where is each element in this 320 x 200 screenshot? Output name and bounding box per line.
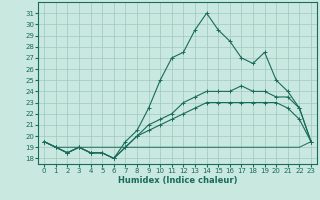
X-axis label: Humidex (Indice chaleur): Humidex (Indice chaleur) bbox=[118, 176, 237, 185]
